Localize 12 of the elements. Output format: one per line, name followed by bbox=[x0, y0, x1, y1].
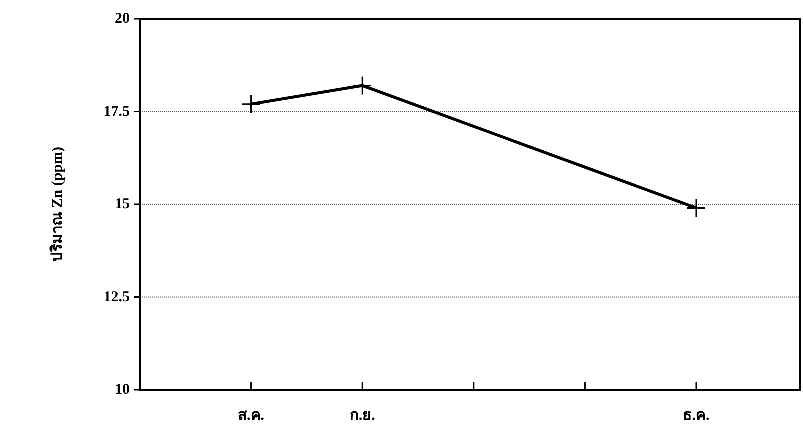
x-tick-label: ก.ย. bbox=[350, 408, 376, 424]
y-axis-title: ปริมาณ Zn (ppm) bbox=[48, 146, 66, 262]
y-tick-label: 20 bbox=[115, 11, 130, 27]
x-tick-label: ส.ค. bbox=[238, 408, 265, 424]
y-tick-label: 15 bbox=[115, 196, 130, 212]
y-tick-label: 17.5 bbox=[104, 104, 130, 120]
point bbox=[686, 198, 706, 218]
y-tick-label: 10 bbox=[115, 382, 130, 398]
y-tick-label: 12.5 bbox=[104, 289, 130, 306]
point bbox=[352, 76, 372, 96]
x-tick-label: ธ.ค. bbox=[683, 408, 710, 424]
point bbox=[242, 94, 262, 114]
